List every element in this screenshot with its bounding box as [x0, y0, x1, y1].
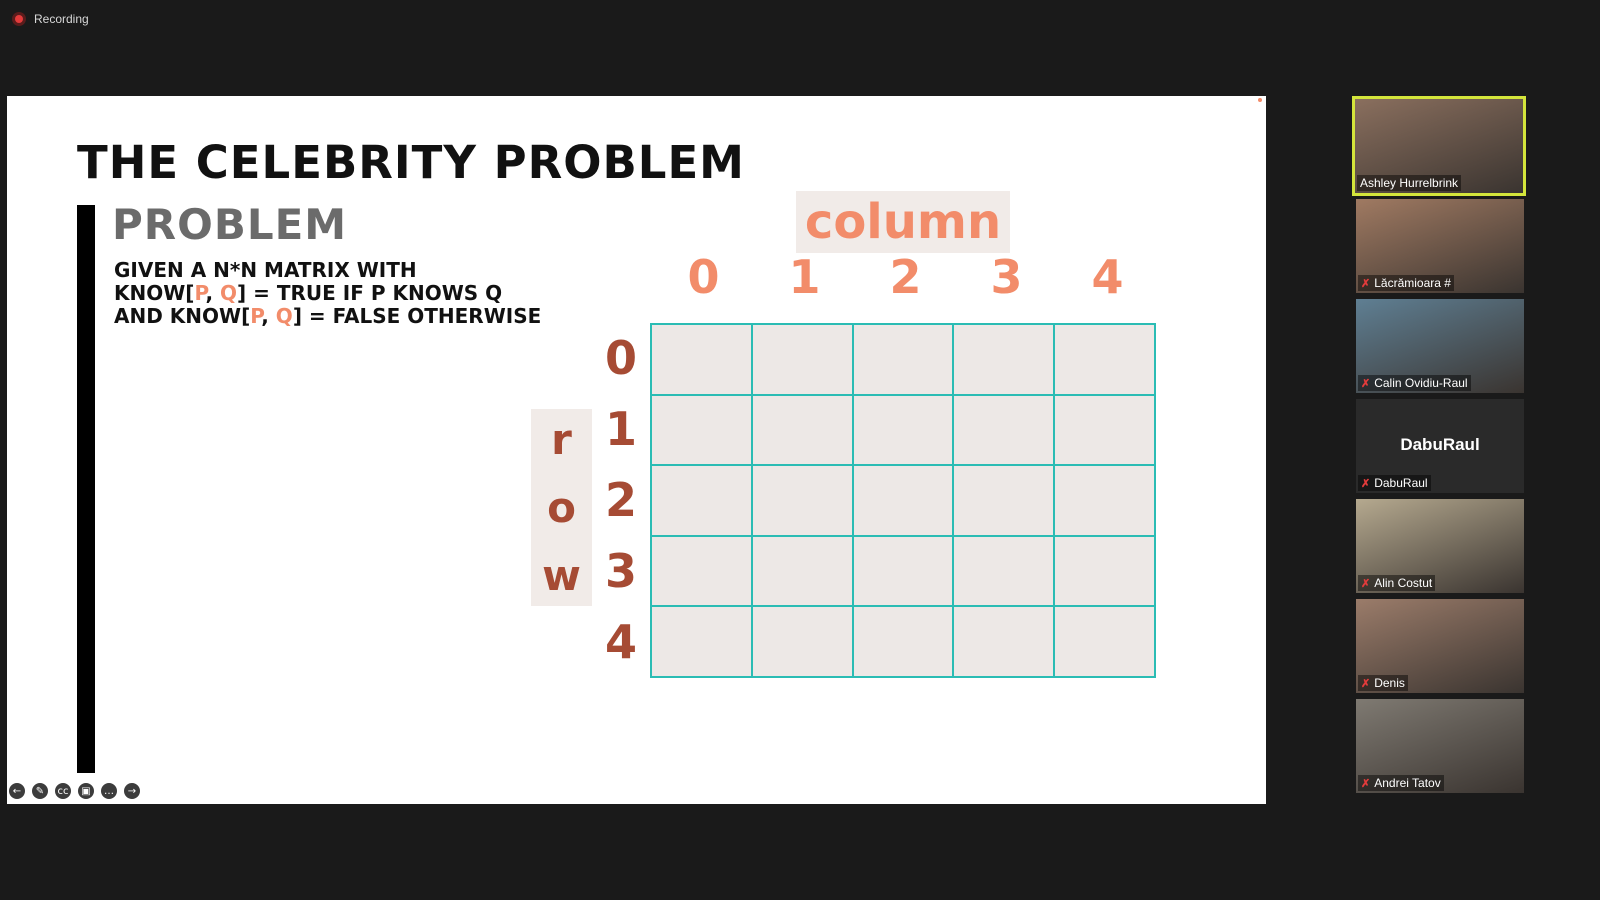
participant-name-text: DabuRaul: [1374, 476, 1428, 490]
matrix-cell: [651, 606, 752, 677]
matrix-cell: [651, 465, 752, 536]
slide-subtitle: PROBLEM: [112, 200, 348, 249]
matrix-cell: [751, 324, 853, 395]
participant-video: [1356, 299, 1524, 393]
participant-tile[interactable]: DabuRaul ✗ DabuRaul: [1356, 399, 1524, 493]
participant-tile[interactable]: ✗ Alin Costut: [1356, 499, 1524, 593]
matrix-cell: [852, 606, 954, 677]
participant-tile[interactable]: ✗ Calin Ovidiu-Raul: [1356, 299, 1524, 393]
matrix-cell: [651, 394, 752, 466]
matrix-cell: [953, 324, 1055, 395]
participant-video: [1356, 599, 1524, 693]
row-letter-r: r: [551, 415, 572, 464]
mic-muted-icon: ✗: [1361, 477, 1371, 490]
matrix-cell: [852, 394, 954, 466]
row-label: r o w: [531, 409, 592, 606]
mic-muted-icon: ✗: [1361, 677, 1371, 690]
row-number-2: 2: [604, 473, 637, 527]
matrix-cell: [953, 394, 1055, 466]
participant-tile[interactable]: Ashley Hurrelbrink: [1352, 96, 1526, 196]
matrix-cell: [1054, 606, 1155, 677]
prev-slide-icon[interactable]: ←: [9, 783, 25, 799]
recording-label: Recording: [34, 12, 89, 26]
matrix-cell: [852, 535, 954, 607]
matrix-cell: [852, 324, 954, 395]
matrix-cell: [1054, 394, 1155, 466]
body-line-3: AND KNOW[P, Q] = FALSE OTHERWISE: [114, 304, 542, 328]
slide-corner-dot: [1258, 98, 1262, 102]
slide-toolbar: ← ✎ cc ▣ … →: [9, 783, 140, 799]
column-number-0: 0: [687, 250, 720, 304]
matrix-cell: [751, 606, 853, 677]
participant-tile[interactable]: ✗ Lăcrămioara #: [1356, 199, 1524, 293]
participant-name-text: Andrei Tatov: [1374, 776, 1441, 790]
participant-name: ✗ DabuRaul: [1358, 475, 1431, 491]
row-number-4: 4: [604, 615, 637, 669]
matrix-cell: [953, 535, 1055, 607]
more-icon[interactable]: …: [101, 783, 117, 799]
mic-muted-icon: ✗: [1361, 377, 1371, 390]
participant-name: ✗ Alin Costut: [1358, 575, 1436, 591]
participant-name: Ashley Hurrelbrink: [1357, 175, 1462, 191]
matrix-grid: [650, 323, 1156, 678]
slide-title: THE CELEBRITY PROBLEM: [77, 136, 745, 189]
body-line-2: KNOW[P, Q] = TRUE IF P KNOWS Q: [114, 281, 503, 305]
mic-muted-icon: ✗: [1361, 577, 1371, 590]
participant-name: ✗ Denis: [1358, 675, 1408, 691]
captions-icon[interactable]: cc: [55, 783, 71, 799]
column-number-3: 3: [990, 250, 1023, 304]
matrix-cell: [1054, 535, 1155, 607]
participant-name-text: Denis: [1374, 676, 1405, 690]
column-number-1: 1: [788, 250, 821, 304]
matrix-cell: [852, 465, 954, 536]
next-slide-icon[interactable]: →: [124, 783, 140, 799]
pen-icon[interactable]: ✎: [32, 783, 48, 799]
slide-body-text: GIVEN A N*N MATRIX WITH KNOW[P, Q] = TRU…: [114, 259, 541, 328]
participant-tile[interactable]: ✗ Andrei Tatov: [1356, 699, 1524, 793]
participant-video: [1356, 699, 1524, 793]
matrix-cell: [751, 394, 853, 466]
participant-avatar-name: DabuRaul: [1400, 435, 1480, 454]
column-number-4: 4: [1091, 250, 1124, 304]
participant-name: ✗ Calin Ovidiu-Raul: [1358, 375, 1471, 391]
matrix-cell: [651, 324, 752, 395]
participant-name: ✗ Lăcrămioara #: [1358, 275, 1454, 291]
column-number-2: 2: [889, 250, 922, 304]
participant-tile[interactable]: ✗ Denis: [1356, 599, 1524, 693]
matrix-cell: [751, 535, 853, 607]
mic-muted-icon: ✗: [1361, 277, 1371, 290]
participant-video: [1356, 199, 1524, 293]
matrix-cell: [953, 606, 1055, 677]
shared-slide: THE CELEBRITY PROBLEM PROBLEM GIVEN A N*…: [7, 96, 1266, 804]
matrix-cell: [1054, 324, 1155, 395]
body-line-1: GIVEN A N*N MATRIX WITH: [114, 258, 417, 282]
matrix-cell: [751, 465, 853, 536]
row-number-1: 1: [604, 402, 637, 456]
matrix-cell: [651, 535, 752, 607]
row-letter-o: o: [547, 483, 576, 532]
row-number-3: 3: [604, 544, 637, 598]
participant-video: [1356, 499, 1524, 593]
video-off-icon[interactable]: ▣: [78, 783, 94, 799]
participant-video: [1355, 99, 1523, 193]
column-label: column: [796, 191, 1010, 253]
participant-name: ✗ Andrei Tatov: [1358, 775, 1444, 791]
participant-name-text: Alin Costut: [1374, 576, 1433, 590]
recording-indicator[interactable]: Recording: [12, 12, 89, 26]
participant-name-text: Lăcrămioara #: [1374, 276, 1451, 290]
matrix-cell: [1054, 465, 1155, 536]
matrix-cell: [953, 465, 1055, 536]
row-number-0: 0: [604, 331, 637, 385]
slide-vertical-bar: [77, 205, 95, 773]
record-icon: [12, 12, 26, 26]
participant-name-text: Ashley Hurrelbrink: [1360, 176, 1459, 190]
mic-muted-icon: ✗: [1361, 777, 1371, 790]
participant-name-text: Calin Ovidiu-Raul: [1374, 376, 1468, 390]
row-letter-w: w: [542, 551, 581, 600]
